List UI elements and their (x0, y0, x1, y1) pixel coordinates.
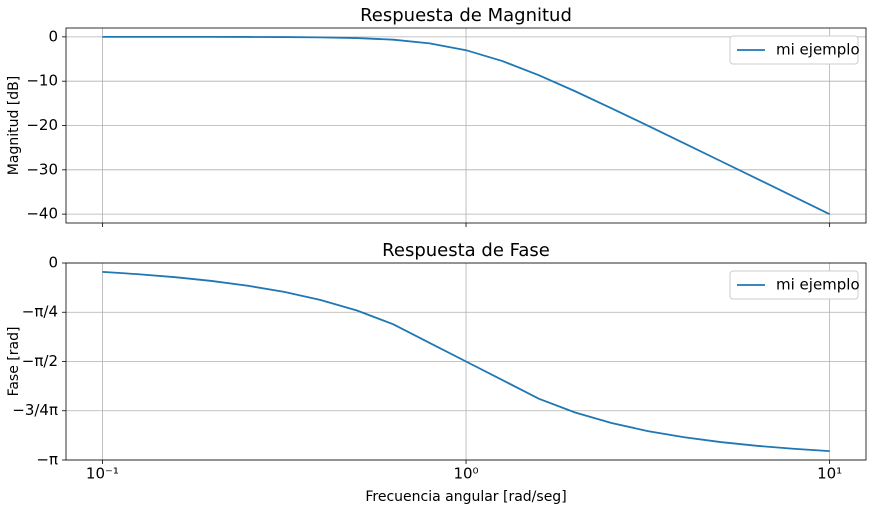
legend-box (729, 270, 859, 300)
plot-frame (65, 27, 867, 224)
y-tick-label: −π/2 (22, 352, 58, 370)
x-axis-label: Frecuencia angular [rad/seg] (365, 489, 566, 505)
x-tick-label: 10⁰ (453, 465, 478, 483)
y-tick-label: −30 (26, 160, 58, 178)
y-axis-label: Fase [rad] (6, 327, 22, 397)
y-tick-label: −10 (26, 72, 58, 90)
x-tick-label: 10⁻¹ (86, 465, 119, 483)
line (102, 271, 830, 452)
legend-label: mi ejemplo (776, 41, 860, 59)
y-tick-label: 0 (48, 254, 58, 272)
y-tick-label: −20 (26, 116, 58, 134)
chart-title: Respuesta de Fase (382, 240, 550, 261)
y-tick-label: −π/4 (22, 303, 58, 321)
y-tick-label: −40 (26, 205, 58, 223)
chart-title: Respuesta de Magnitud (360, 5, 572, 26)
line (102, 35, 831, 215)
y-axis-label: Magnitud [dB] (6, 76, 22, 175)
y-tick-label: −3/4π (12, 401, 58, 419)
legend-box (729, 35, 859, 65)
legend-label: mi ejemplo (776, 276, 860, 294)
x-tick-label: 10¹ (817, 465, 842, 483)
y-tick-label: −π (36, 451, 58, 469)
y-tick-label: 0 (48, 27, 58, 45)
plot-frame (65, 262, 867, 461)
